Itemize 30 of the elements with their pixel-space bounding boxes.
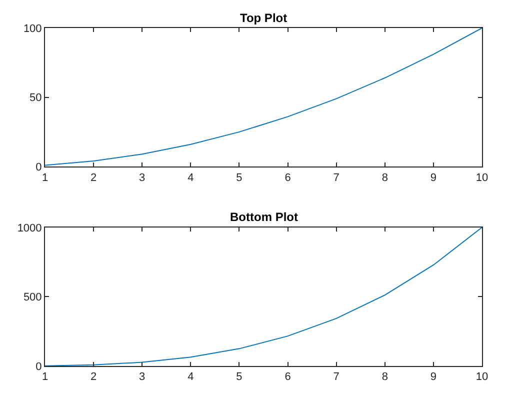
x-tick-label: 8 bbox=[382, 172, 388, 184]
chart-title: Bottom Plot bbox=[230, 210, 298, 224]
y-tick-label: 100 bbox=[23, 22, 42, 35]
x-tick-label: 2 bbox=[90, 172, 97, 184]
y-tick-label: 500 bbox=[23, 292, 42, 304]
x-tick-label: 6 bbox=[284, 172, 291, 184]
x-tick-label: 9 bbox=[430, 371, 437, 384]
x-tick-label: 1 bbox=[42, 172, 48, 184]
line-series bbox=[45, 227, 482, 366]
x-tick-label: 7 bbox=[333, 371, 340, 384]
y-tick-label: 50 bbox=[30, 92, 42, 104]
y-tick-label: 0 bbox=[36, 360, 42, 373]
x-tick-label: 9 bbox=[430, 172, 437, 184]
x-tick-label: 1 bbox=[42, 371, 48, 384]
x-tick-label: 8 bbox=[382, 371, 388, 384]
chart-title: Top Plot bbox=[240, 11, 288, 25]
line-series bbox=[45, 28, 482, 166]
y-tick-label: 0 bbox=[36, 161, 42, 174]
x-tick-label: 3 bbox=[139, 172, 146, 184]
x-tick-label: 5 bbox=[236, 371, 242, 384]
x-tick-label: 4 bbox=[188, 172, 194, 184]
y-tick-label: 1000 bbox=[17, 222, 42, 234]
x-tick-label: 5 bbox=[236, 172, 242, 184]
x-tick-label: 10 bbox=[476, 172, 488, 184]
x-tick-label: 4 bbox=[188, 371, 194, 384]
x-tick-label: 7 bbox=[333, 172, 340, 184]
x-tick-label: 10 bbox=[476, 371, 488, 384]
x-tick-label: 6 bbox=[284, 371, 291, 384]
x-tick-label: 2 bbox=[90, 371, 97, 384]
x-tick-label: 3 bbox=[139, 371, 146, 384]
